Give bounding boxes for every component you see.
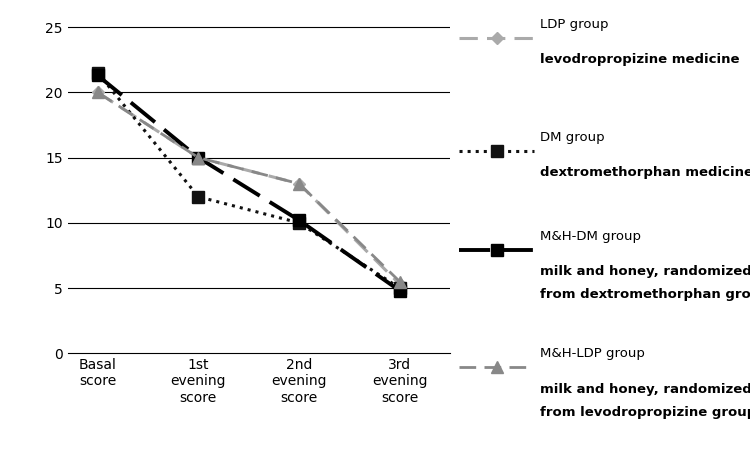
Text: from levodropropizine group: from levodropropizine group [540,406,750,419]
Text: DM group: DM group [540,130,604,144]
Text: dextromethorphan medicine: dextromethorphan medicine [540,166,750,179]
Text: M&H-LDP group: M&H-LDP group [540,347,645,360]
Text: LDP group: LDP group [540,17,608,31]
Text: M&H-DM group: M&H-DM group [540,229,641,243]
Text: milk and honey, randomized: milk and honey, randomized [540,265,750,278]
Text: milk and honey, randomized: milk and honey, randomized [540,382,750,396]
Text: from dextromethorphan group: from dextromethorphan group [540,288,750,301]
Text: levodropropizine medicine: levodropropizine medicine [540,53,740,66]
